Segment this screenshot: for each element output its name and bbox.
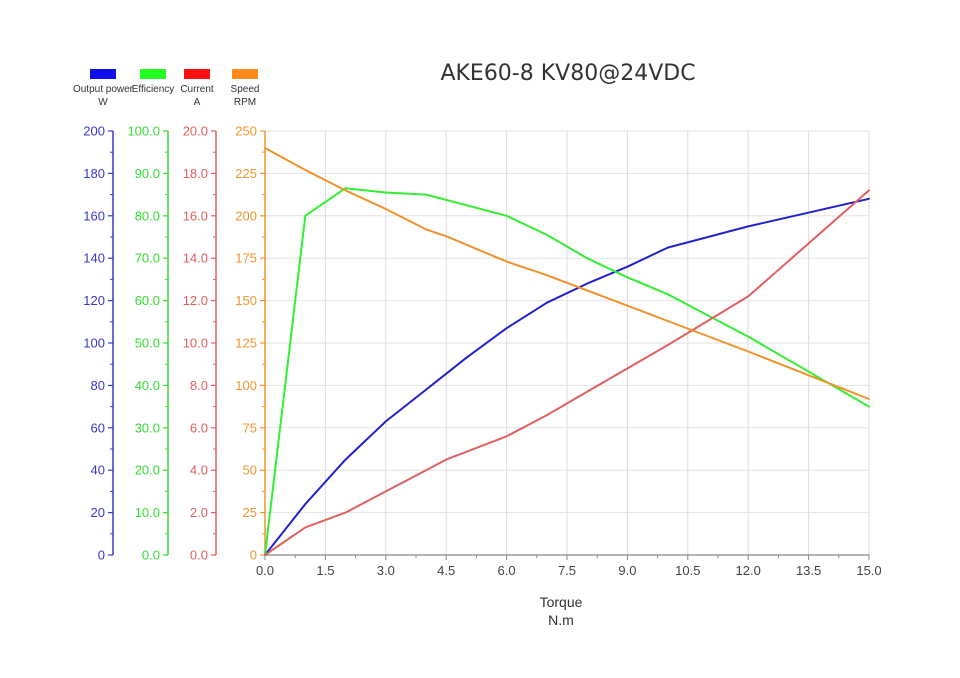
y-tick-label-speed: 200 — [235, 208, 257, 223]
y-tick-label-speed: 25 — [243, 505, 257, 520]
legend-unit: RPM — [234, 97, 256, 108]
y-tick-label-efficiency: 40.0 — [135, 378, 160, 393]
x-tick-label: 4.5 — [437, 563, 455, 578]
y-tick-label-efficiency: 20.0 — [135, 463, 160, 478]
y-tick-label-efficiency: 100.0 — [127, 124, 160, 139]
y-axis-power: 0 20 40 60 80 100 120 140 160 180 200 — [83, 124, 114, 563]
y-tick-label-speed: 150 — [235, 293, 257, 308]
y-tick-label-power: 80 — [91, 378, 105, 393]
y-tick-label-power: 40 — [91, 463, 105, 478]
x-tick-label: 7.5 — [558, 563, 576, 578]
legend-item-speed: Speed RPM — [231, 69, 260, 108]
legend-label: Efficiency — [132, 84, 175, 95]
x-tick-label: 15.0 — [856, 563, 881, 578]
legend-item-efficiency: Efficiency — [132, 69, 175, 95]
y-tick-label-power: 140 — [83, 251, 105, 266]
legend-swatch — [184, 69, 210, 79]
y-tick-label-power: 120 — [83, 293, 105, 308]
y-tick-label-power: 100 — [83, 336, 105, 351]
y-tick-label-current: 6.0 — [190, 420, 208, 435]
y-tick-label-speed: 75 — [243, 420, 257, 435]
x-axis-label: Torque — [540, 594, 583, 610]
x-tick-label: 0.0 — [256, 563, 274, 578]
legend-item-power: Output power W — [73, 69, 134, 108]
chart-title: AKE60-8 KV80@24VDC — [440, 61, 695, 86]
x-tick-label: 9.0 — [618, 563, 636, 578]
y-tick-label-efficiency: 60.0 — [135, 293, 160, 308]
legend-label: Current — [180, 84, 214, 95]
series-lines — [264, 147, 870, 556]
y-tick-label-power: 200 — [83, 124, 105, 139]
y-tick-label-power: 160 — [83, 208, 105, 223]
y-tick-label-current: 4.0 — [190, 463, 208, 478]
y-tick-label-power: 20 — [91, 505, 105, 520]
legend-unit: W — [98, 97, 108, 108]
y-tick-label-speed: 0 — [250, 548, 257, 563]
legend-unit: A — [194, 97, 201, 108]
y-tick-label-speed: 250 — [235, 124, 257, 139]
x-tick-label: 3.0 — [377, 563, 395, 578]
y-tick-label-speed: 100 — [235, 378, 257, 393]
y-tick-label-speed: 225 — [235, 166, 257, 181]
x-tick-label: 10.5 — [675, 563, 700, 578]
y-tick-label-efficiency: 70.0 — [135, 251, 160, 266]
y-tick-label-current: 16.0 — [183, 208, 208, 223]
y-tick-label-efficiency: 80.0 — [135, 208, 160, 223]
legend-swatch — [232, 69, 258, 79]
y-tick-label-current: 0.0 — [190, 548, 208, 563]
legend-label: Speed — [231, 84, 260, 95]
x-tick-label: 6.0 — [498, 563, 516, 578]
x-axis: 0.0 1.5 3.0 4.5 6.0 7.5 9.0 10.5 12.0 13.5 15.0 — [256, 554, 882, 578]
y-tick-label-current: 12.0 — [183, 293, 208, 308]
series-line-efficiency — [264, 187, 870, 556]
y-tick-label-current: 10.0 — [183, 336, 208, 351]
legend: Output power W Efficiency Current A Speed RPM — [73, 69, 259, 108]
y-tick-label-efficiency: 50.0 — [135, 336, 160, 351]
x-tick-label: 13.5 — [796, 563, 821, 578]
legend-item-current: Current A — [180, 69, 214, 108]
series-line-current — [264, 189, 870, 556]
y-tick-label-speed: 125 — [235, 336, 257, 351]
y-tick-label-efficiency: 90.0 — [135, 166, 160, 181]
y-tick-label-efficiency: 0.0 — [142, 548, 160, 563]
y-tick-label-efficiency: 30.0 — [135, 420, 160, 435]
x-axis-unit: N.m — [548, 612, 574, 628]
y-tick-label-speed: 175 — [235, 251, 257, 266]
legend-swatch — [140, 69, 166, 79]
y-axis-current: 0.0 2.0 4.0 6.0 8.0 10.0 12.0 14.0 16.0 18.0 20.0 — [183, 124, 217, 563]
x-tick-label: 1.5 — [316, 563, 334, 578]
series-line-power — [264, 197, 870, 556]
y-tick-label-current: 18.0 — [183, 166, 208, 181]
series-line-speed — [264, 147, 870, 400]
y-tick-label-power: 180 — [83, 166, 105, 181]
y-tick-label-power: 60 — [91, 420, 105, 435]
y-tick-label-efficiency: 10.0 — [135, 505, 160, 520]
y-axes: 0 20 40 60 80 100 120 140 160 180 200 0.0 10.0 20.0 30… — [83, 124, 266, 563]
y-axis-speed: 0 25 50 75 100 125 150 175 200 225 250 — [235, 124, 266, 563]
y-tick-label-current: 8.0 — [190, 378, 208, 393]
y-tick-label-speed: 50 — [243, 463, 257, 478]
y-axis-efficiency: 0.0 10.0 20.0 30.0 40.0 50.0 60.0 70.0 80.0 90.0 1… — [127, 124, 169, 563]
y-tick-label-current: 2.0 — [190, 505, 208, 520]
y-tick-label-power: 0 — [98, 548, 105, 563]
legend-label: Output power — [73, 84, 134, 95]
legend-swatch — [90, 69, 116, 79]
y-tick-label-current: 20.0 — [183, 124, 208, 139]
y-tick-label-current: 14.0 — [183, 251, 208, 266]
x-tick-label: 12.0 — [736, 563, 761, 578]
